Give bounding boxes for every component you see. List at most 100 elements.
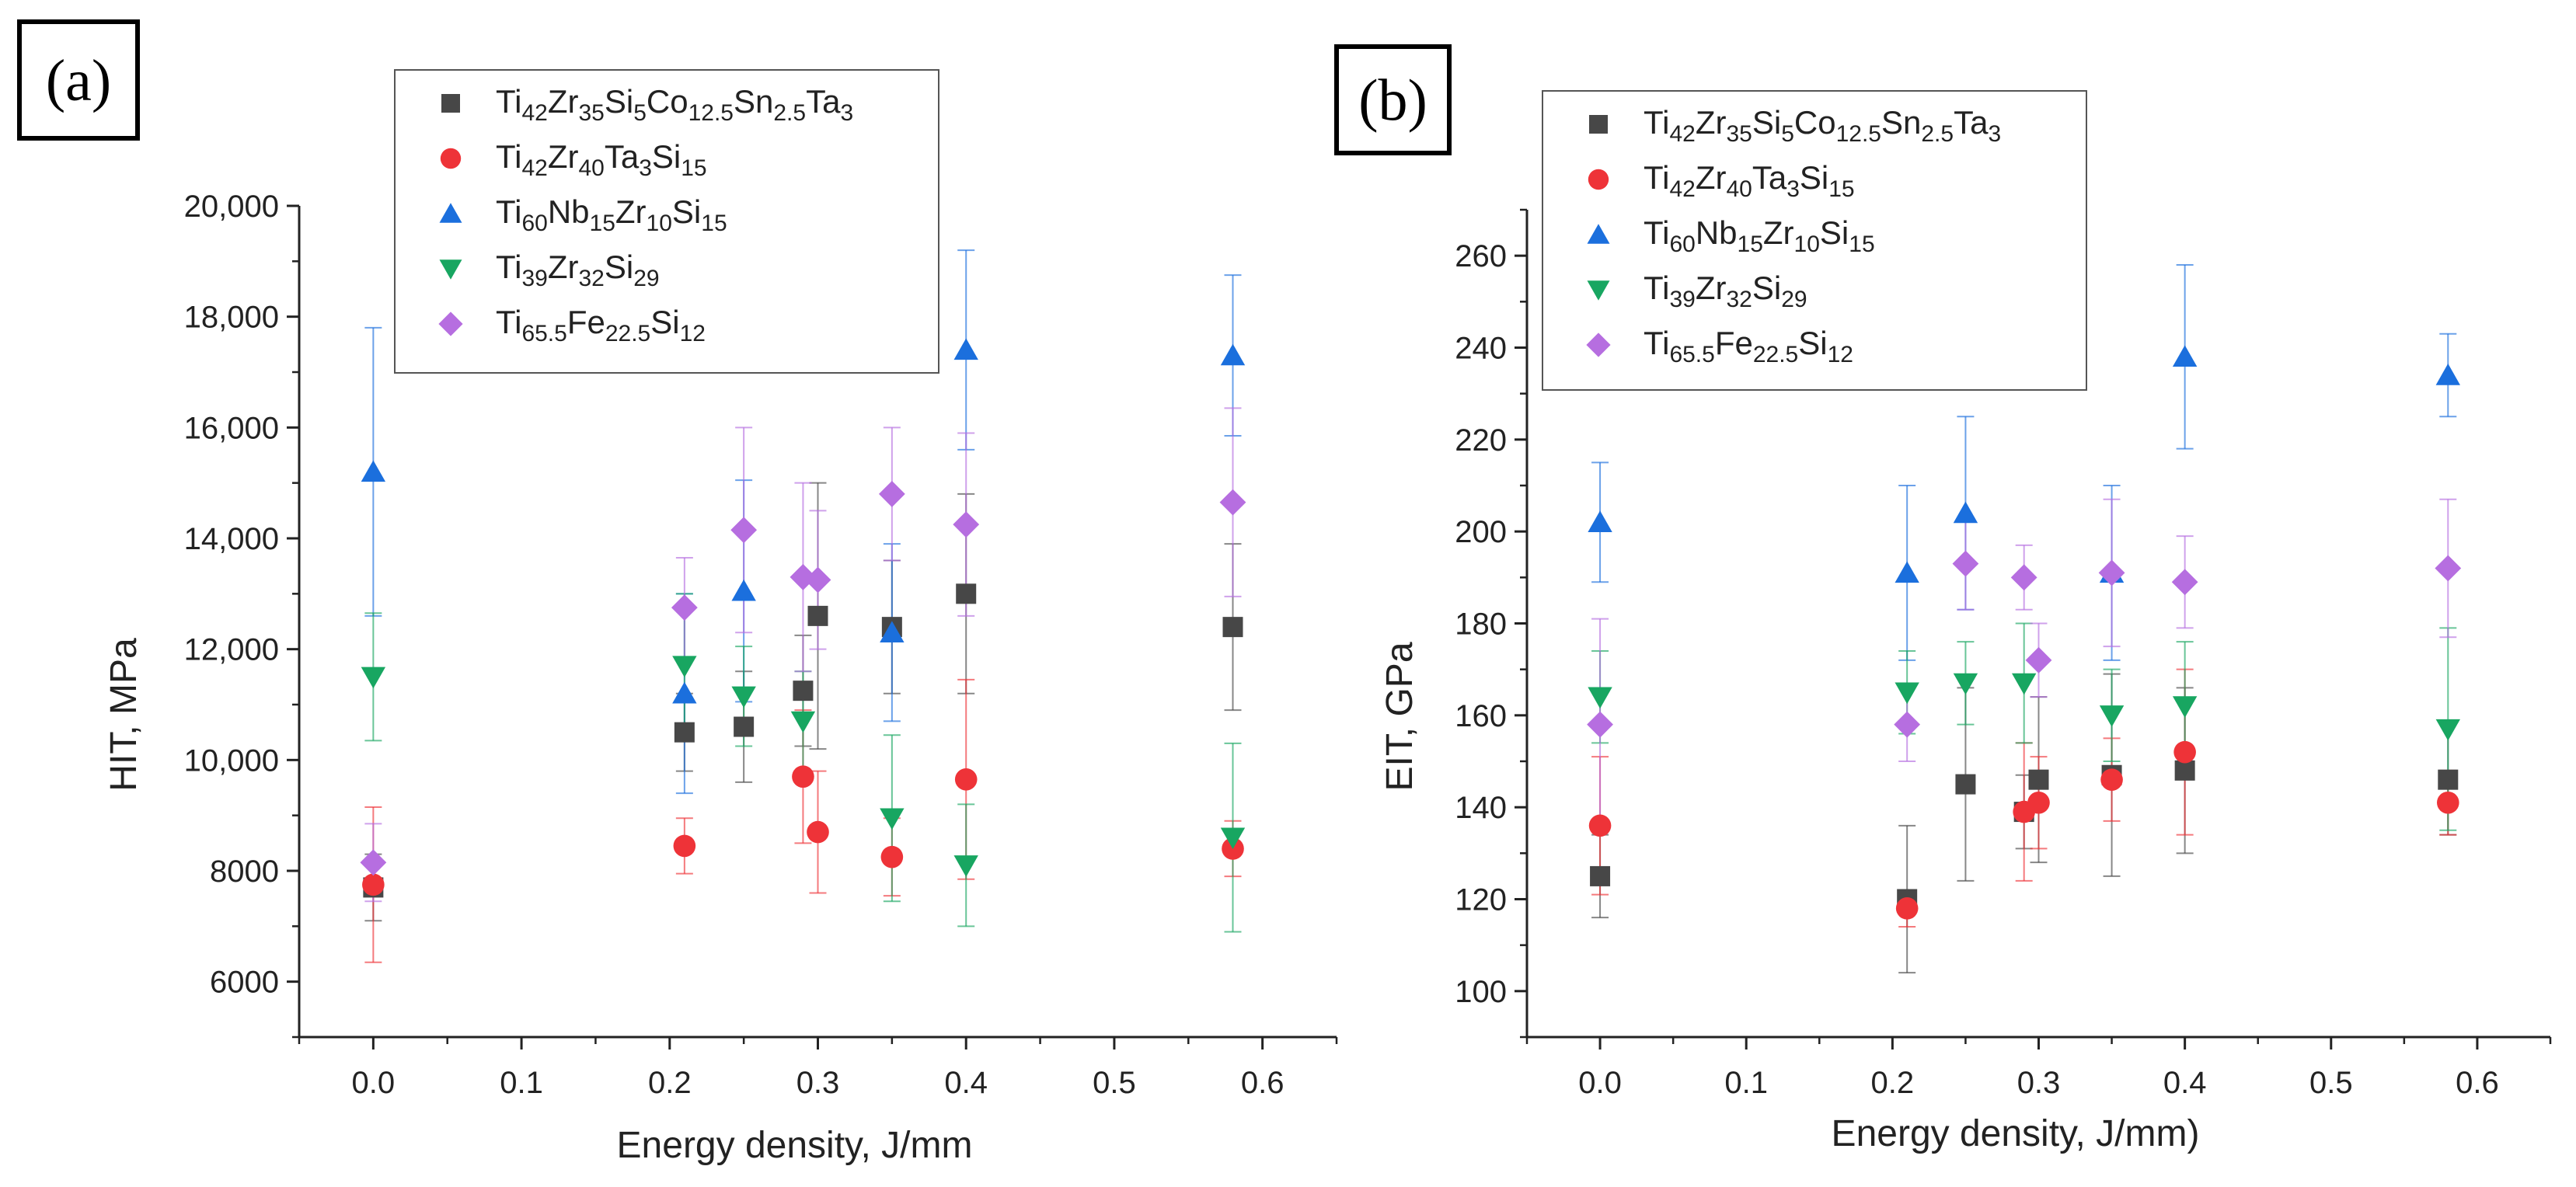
y-tick-label: 6000 xyxy=(210,966,279,1000)
panel-a: 0.0 0.1 0.2 0.3 0.4 0.5 0.6 6000 8000 10,000 12,00… xyxy=(17,19,1338,1166)
data-point-s3 xyxy=(731,579,756,601)
data-point-s5 xyxy=(1219,489,1246,516)
y-tick-label: 220 xyxy=(1455,423,1507,458)
legend-label: Ti60Nb15Zr10Si15 xyxy=(496,193,727,236)
y-tick-label: 200 xyxy=(1455,515,1507,549)
x-tick-label: 0.2 xyxy=(648,1066,692,1100)
data-point-s5 xyxy=(2435,555,2462,582)
y-tick-label: 140 xyxy=(1455,791,1507,825)
y-tick-label: 160 xyxy=(1455,699,1507,733)
x-tick-label: 0.2 xyxy=(1871,1066,1915,1100)
data-point-s1 xyxy=(1222,617,1243,638)
data-point-s1 xyxy=(734,716,755,737)
data-point-s5 xyxy=(1952,550,1979,577)
legend-marker-s4 xyxy=(1587,280,1610,301)
y-tick-label: 18,000 xyxy=(184,301,279,335)
data-point-s2 xyxy=(1588,814,1612,837)
legend-box xyxy=(394,69,939,374)
data-point-s5 xyxy=(360,849,387,876)
legend-marker-s5 xyxy=(1586,332,1611,357)
data-point-s3 xyxy=(2435,364,2460,385)
x-tick-label: 0.5 xyxy=(1093,1066,1136,1100)
data-point-s4 xyxy=(2099,705,2125,727)
data-point-s1 xyxy=(2028,769,2049,790)
data-point-s1 xyxy=(2438,769,2459,790)
data-point-s2 xyxy=(807,820,829,844)
x-axis-title: Energy density, J/mm xyxy=(617,1125,973,1166)
legend-marker-s4 xyxy=(439,259,462,280)
y-axis-title: EIT, GPa xyxy=(1379,642,1420,791)
data-point-s4 xyxy=(731,686,756,708)
data-point-s1 xyxy=(674,722,695,743)
data-point-s3 xyxy=(1588,510,1612,533)
data-point-s3 xyxy=(361,460,386,482)
panel-label-box xyxy=(17,19,140,141)
legend-label: Ti42Zr35Si5Co12.5Sn2.5Ta3 xyxy=(1644,104,2001,147)
data-point-s4 xyxy=(1895,682,1919,705)
y-tick-label: 240 xyxy=(1455,332,1507,366)
data-point-s2 xyxy=(792,765,814,788)
legend-label: Ti65.5Fe22.5Si12 xyxy=(1644,325,1853,367)
x-tick-label: 0.1 xyxy=(500,1066,543,1100)
data-point-s3 xyxy=(953,338,978,360)
data-point-s2 xyxy=(1895,897,1919,920)
y-tick-label: 20,000 xyxy=(184,190,279,224)
legend-box xyxy=(1542,90,2087,391)
data-point-s3 xyxy=(1220,343,1246,366)
data-point-s4 xyxy=(1588,687,1612,709)
data-point-s4 xyxy=(1953,673,1978,695)
legend: Ti42Zr35Si5Co12.5Sn2.5Ta3 Ti42Zr40Ta3Si15… xyxy=(394,69,939,374)
legend-label: Ti39Zr32Si29 xyxy=(496,249,660,291)
x-tick-label: 0.3 xyxy=(2017,1066,2061,1100)
legend-marker-s2 xyxy=(440,148,462,169)
x-tick-label: 0.4 xyxy=(2163,1066,2207,1100)
legend-label: Ti42Zr40Ta3Si15 xyxy=(1644,159,1855,202)
legend-label: Ti42Zr35Si5Co12.5Sn2.5Ta3 xyxy=(496,83,853,126)
x-tick-label: 0.3 xyxy=(797,1066,840,1100)
y-axis-title: HIT, MPa xyxy=(103,638,145,792)
data-point-s5 xyxy=(878,481,905,507)
x-tick-label: 0.5 xyxy=(2309,1066,2353,1100)
data-point-s1 xyxy=(807,605,828,626)
legend-marker-s5 xyxy=(438,312,463,336)
y-tick-label: 10,000 xyxy=(184,743,279,778)
legend-marker-s3 xyxy=(1587,224,1610,244)
y-tick-label: 8000 xyxy=(210,855,279,889)
panel-label: (a) xyxy=(46,48,111,113)
legend-label: Ti42Zr40Ta3Si15 xyxy=(496,138,707,181)
data-point-s4 xyxy=(790,711,816,733)
data-point-s5 xyxy=(671,594,698,621)
data-point-s2 xyxy=(2173,740,2196,764)
data-point-s4 xyxy=(361,667,386,689)
data-point-s5 xyxy=(1894,711,1921,738)
panel-b: 0.0 0.1 0.2 0.3 0.4 0.5 0.6 100 120 140 160 180 200 2… xyxy=(1334,44,2552,1154)
x-tick-label: 0.6 xyxy=(1241,1066,1285,1100)
legend-label: Ti65.5Fe22.5Si12 xyxy=(496,304,706,346)
data-point-s3 xyxy=(1953,501,1978,524)
data-point-s3 xyxy=(1895,561,1919,583)
data-point-s1 xyxy=(793,681,814,701)
legend-label: Ti60Nb15Zr10Si15 xyxy=(1644,214,1875,257)
y-tick-label: 180 xyxy=(1455,607,1507,642)
legend-marker-s2 xyxy=(1588,169,1609,190)
x-tick-label: 0.0 xyxy=(352,1066,396,1100)
x-tick-label: 0.1 xyxy=(1724,1066,1768,1100)
data-point-s2 xyxy=(362,873,385,896)
data-point-s1 xyxy=(1590,865,1611,886)
data-point-s5 xyxy=(953,511,980,538)
x-tick-label: 0.0 xyxy=(1578,1066,1622,1100)
data-point-s2 xyxy=(954,768,978,791)
data-point-s1 xyxy=(956,583,977,604)
y-tick-label: 100 xyxy=(1455,975,1507,1009)
legend-marker-s3 xyxy=(439,203,462,223)
panel-label: (b) xyxy=(1358,68,1427,134)
x-axis-title: Energy density, J/mm) xyxy=(1832,1113,2200,1154)
legend-marker-s1 xyxy=(441,94,460,113)
data-point-s5 xyxy=(790,564,817,590)
data-point-s2 xyxy=(2100,768,2123,791)
data-point-s3 xyxy=(672,681,697,704)
data-point-s3 xyxy=(880,621,905,642)
data-point-s2 xyxy=(2027,791,2050,814)
data-point-s4 xyxy=(2011,673,2037,695)
